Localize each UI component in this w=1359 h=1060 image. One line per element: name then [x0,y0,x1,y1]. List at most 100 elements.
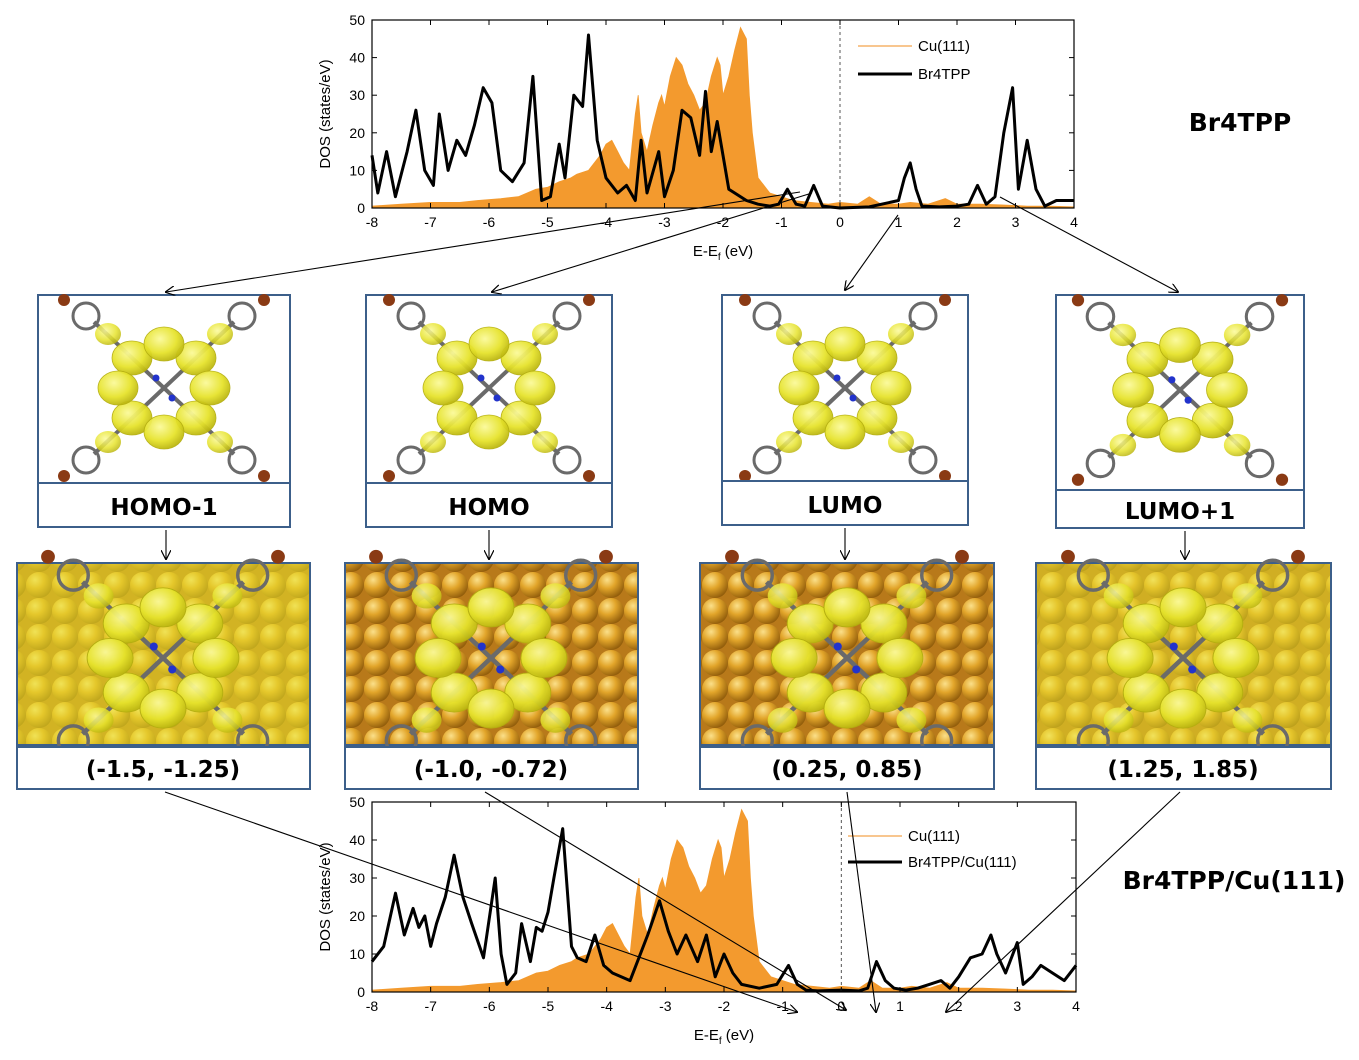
bromine-atom [271,549,285,564]
bromine-atom [58,470,70,482]
orbital-lobe [468,326,510,362]
nitrogen-atom [1168,376,1176,384]
arrow-to-dos-2 [484,791,846,1010]
x-tick-label: -4 [600,214,613,230]
orbital-lobe [95,431,121,453]
phenyl-ring [71,301,101,331]
adsorbed-panels: (-1.5, -1.25) (-1.0, -0.72) (0.25, 0.85)… [16,549,1332,790]
x-tick-label: -5 [541,214,554,230]
phenyl-ring [752,445,782,475]
x-tick-label: -7 [424,214,437,230]
x-tick-label: -6 [483,998,496,1014]
x-tick-label: 4 [1072,998,1080,1014]
orbital-lobe [207,431,233,453]
phenyl-ring [740,558,774,592]
dos-chart-br4tpp: -8 -7 -6 -5 -4 -3 -2 -1 0 1 2 3 4 0 10 20 30 40 50 DOS (s… [317,12,1078,263]
x-tick-label: -3 [658,214,671,230]
orbital-lobe [532,323,558,345]
orbital-lobe [776,323,802,345]
x-tick-label: -3 [659,998,672,1014]
orbital-lobe [767,707,798,733]
phenyl-ring [396,445,426,475]
orbital-lobe [540,707,571,733]
y-tick-label: 40 [349,50,365,66]
arrow-to-dos-1 [164,791,797,1012]
orbital-lobe [468,414,510,450]
orbital-lobe [824,414,866,450]
orbital-lobe [823,688,871,729]
nitrogen-atom [477,642,486,651]
orbital-lobe [95,323,121,345]
arrow-homo [492,192,813,292]
x-tick-label: 4 [1070,214,1078,230]
orbital-lobe [770,637,818,679]
x-tick-label: -7 [424,998,437,1014]
series-1-line [370,827,1078,993]
y-tick-label: 20 [349,125,365,141]
orbital-lobe [189,370,231,406]
adsorbed-panel-1: (-1.5, -1.25) [16,549,311,790]
bromine-atom [739,470,751,482]
x-axis-label: E-Ef (eV) [693,243,753,263]
bromine-atom [383,470,395,482]
nitrogen-atom [496,665,505,674]
orbital-lobe [1159,417,1201,453]
y-tick-label: 20 [349,908,365,924]
phenyl-ring [564,558,598,592]
x-tick-label: 3 [1013,998,1021,1014]
series-br4tpp-cu111-line [370,827,1078,993]
orbital-lobe [192,637,240,679]
bromine-atom [583,470,595,482]
bromine-atom [583,294,595,306]
series-br4tpp-line [370,33,1074,210]
adsorbed-panel-2: (-1.0, -0.72) [344,549,639,790]
x-tick-label: -2 [717,214,730,230]
orbital-lobe [824,326,866,362]
orbital-lobe [97,370,139,406]
x-tick-label: 2 [955,998,963,1014]
orbital-lobe [896,707,927,733]
orbital-lobe [420,431,446,453]
bromine-atom [1275,294,1289,307]
phenyl-ring [908,445,938,475]
bromine-atom [383,294,395,306]
orbital-lobe [870,370,912,406]
connector-arrows [164,191,1185,1012]
adsorbed-panel-4: (1.25, 1.85) [1035,549,1332,790]
orbital-lobe [1206,372,1248,408]
orbital-lobe [1212,637,1260,679]
bromine-atom [1071,294,1085,307]
orbital-lobe [86,637,134,679]
phenyl-ring [1256,558,1290,592]
nitrogen-atom [849,394,857,402]
orbital-panel-lumo-plus-1: LUMO+1 [1055,294,1305,529]
bromine-atom [258,470,270,482]
energy-range-label: (-1.0, -0.72) [414,757,568,783]
orbital-lobe [778,370,820,406]
nitrogen-atom [852,665,861,674]
nitrogen-atom [152,374,160,382]
legend: Cu(111) Br4TPP [858,38,971,83]
phenyl-ring [1085,448,1116,479]
nitrogen-atom [149,642,158,651]
y-tick-label: 40 [349,832,365,848]
phenyl-ring [56,558,90,592]
orbital-lobe [1112,372,1154,408]
legend: Cu(111) Br4TPP/Cu(111) [848,828,1017,871]
x-tick-label: -1 [776,998,789,1014]
orbital-lobe [776,431,802,453]
series-1-line [370,33,1074,210]
orbital-panel-homo: HOMO [365,294,613,528]
phenyl-ring [1085,301,1116,332]
phenyl-ring [752,301,782,331]
x-tick-label: -5 [542,998,555,1014]
nitrogen-atom [477,374,485,382]
orbital-isosurface-image [383,294,595,482]
phenyl-ring [1076,558,1110,592]
arrow-lumo-plus-1 [999,196,1178,292]
adsorbed-orbital-image [725,549,969,767]
bromine-atom [725,549,739,564]
x-tick-label: 1 [895,214,903,230]
orbital-lobe [422,370,464,406]
energy-range-label: (1.25, 1.85) [1107,757,1258,783]
